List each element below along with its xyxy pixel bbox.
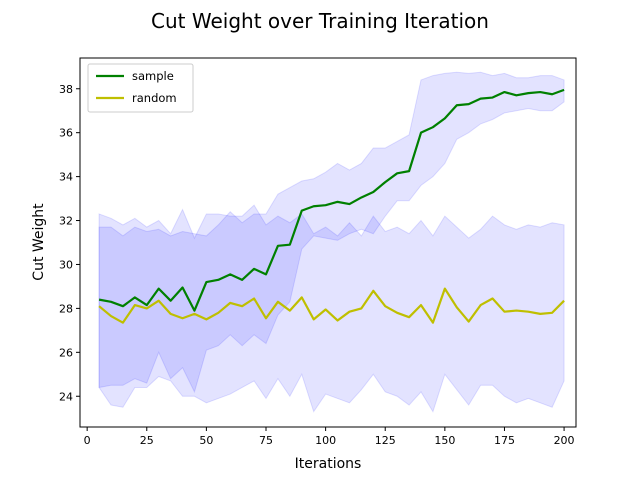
x-axis-label: Iterations (295, 456, 362, 472)
legend: sample random (87, 63, 194, 113)
x-tick-label: 50 (199, 434, 213, 447)
plot-area-frame (79, 57, 577, 428)
y-axis-ticks: 24 26 28 30 32 34 36 38 (59, 83, 80, 403)
y-tick-label: 34 (59, 171, 73, 184)
y-tick-label: 24 (59, 390, 73, 403)
chart-title: Cut Weight over Training Iteration (151, 9, 489, 33)
y-tick-label: 38 (59, 83, 73, 96)
x-axis-ticks: 0 25 50 75 100 125 150 175 200 (84, 427, 575, 447)
x-tick-label: 0 (84, 434, 91, 447)
x-tick-label: 150 (434, 434, 455, 447)
y-tick-label: 36 (59, 127, 73, 140)
x-tick-label: 75 (259, 434, 273, 447)
x-tick-label: 100 (315, 434, 336, 447)
series-line-random (98, 287, 565, 324)
y-tick-label: 30 (59, 258, 73, 271)
x-tick-label: 175 (494, 434, 515, 447)
band-random (98, 204, 565, 413)
confidence-bands (98, 71, 565, 413)
y-tick-label: 26 (59, 346, 73, 359)
series-line-sample (98, 88, 565, 312)
y-axis-label: Cut Weight (31, 203, 47, 281)
x-tick-label: 200 (554, 434, 575, 447)
x-tick-label: 125 (375, 434, 396, 447)
band-sample (98, 71, 565, 394)
y-tick-label: 28 (59, 302, 73, 315)
x-tick-label: 25 (140, 434, 154, 447)
y-tick-label: 32 (59, 215, 73, 228)
legend-label-random: random (132, 91, 177, 105)
legend-label-sample: sample (132, 69, 174, 83)
series-lines (98, 88, 565, 324)
